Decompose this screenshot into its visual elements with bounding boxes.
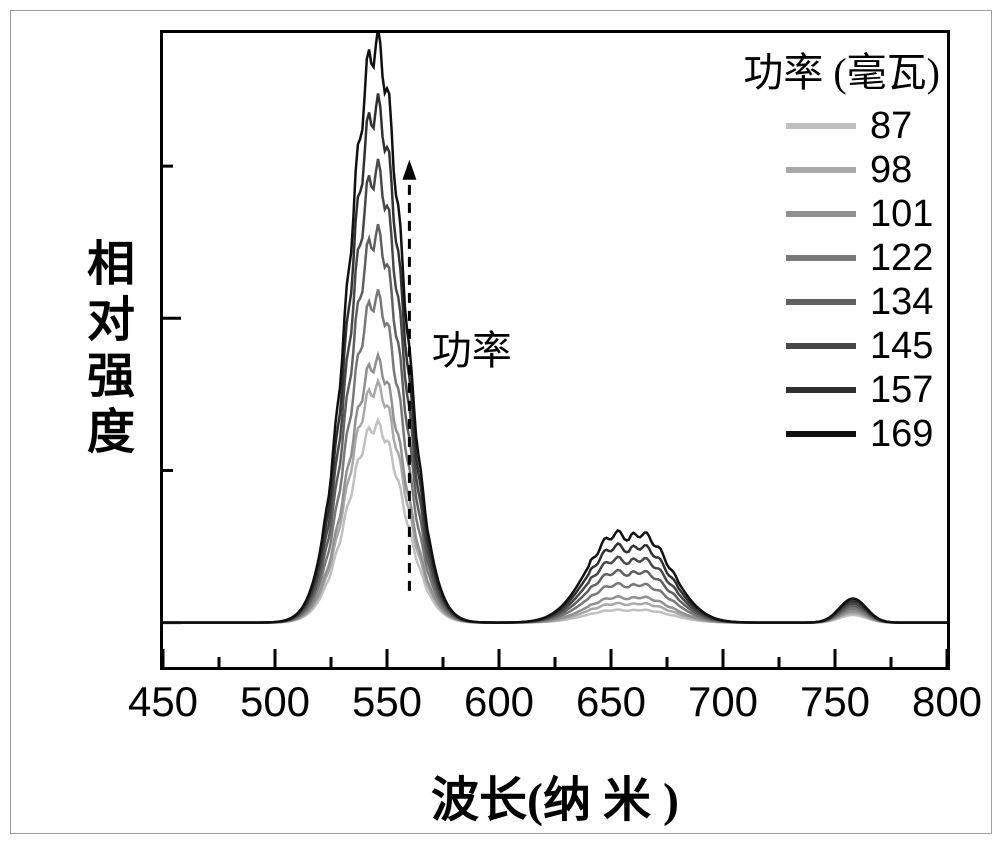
x-tick-label: 650 [576, 678, 646, 726]
legend-label: 169 [870, 413, 940, 456]
legend-row: 101 [743, 192, 940, 236]
legend-label: 122 [870, 237, 940, 280]
legend-row: 157 [743, 368, 940, 412]
legend-label: 98 [870, 149, 940, 192]
annotation-power: 功率 [432, 318, 512, 376]
x-tick-label: 550 [352, 678, 422, 726]
legend-label: 157 [870, 369, 940, 412]
legend-swatch [786, 387, 856, 393]
legend-swatch [786, 431, 856, 437]
x-tick-label: 750 [800, 678, 870, 726]
legend-swatch [786, 123, 856, 129]
x-tick-label: 450 [128, 678, 198, 726]
legend-items: 8798101122134145157169 [743, 104, 940, 456]
legend-label: 134 [870, 281, 940, 324]
x-tick-label: 500 [240, 678, 310, 726]
legend-swatch [786, 211, 856, 217]
legend-swatch [786, 343, 856, 349]
legend-row: 122 [743, 236, 940, 280]
legend: 功率 (毫瓦) 8798101122134145157169 [743, 40, 940, 456]
legend-swatch [786, 299, 856, 305]
y-axis-label: 相对强度 [70, 238, 140, 462]
legend-title: 功率 (毫瓦) [743, 40, 940, 98]
legend-row: 134 [743, 280, 940, 324]
x-axis-label: 波长(纳 米 ) [431, 760, 679, 830]
legend-row: 98 [743, 148, 940, 192]
legend-row: 145 [743, 324, 940, 368]
legend-swatch [786, 255, 856, 261]
chart-container: 相对强度 450 500 550 600 650 700 750 800 波长(纳 米 ) 功… [0, 0, 1000, 842]
legend-label: 101 [870, 193, 940, 236]
legend-row: 169 [743, 412, 940, 456]
x-tick-label: 600 [464, 678, 534, 726]
x-tick-label: 800 [912, 678, 982, 726]
legend-swatch [786, 167, 856, 173]
legend-label: 145 [870, 325, 940, 368]
legend-row: 87 [743, 104, 940, 148]
legend-label: 87 [870, 105, 940, 148]
x-tick-label: 700 [688, 678, 758, 726]
